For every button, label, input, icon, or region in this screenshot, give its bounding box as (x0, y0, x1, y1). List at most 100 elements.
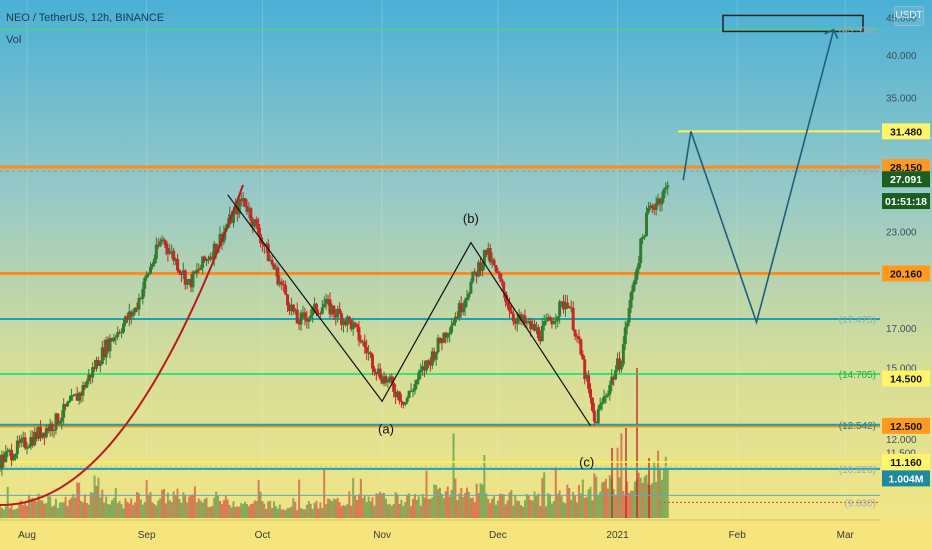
volume-bar (404, 502, 407, 518)
candle-body (62, 404, 66, 418)
candle-body (253, 219, 257, 227)
volume-bar (390, 505, 393, 518)
candle-body (280, 281, 284, 284)
candle-body (187, 279, 191, 281)
candle-body (616, 358, 620, 371)
candle-body (54, 413, 58, 431)
candle-body (639, 238, 643, 264)
candle-body (459, 303, 463, 313)
volume-bar (58, 502, 61, 518)
candle-body (118, 332, 122, 334)
candle-body (314, 303, 318, 314)
volume-bar (616, 447, 619, 518)
price-label-badge[interactable] (882, 193, 930, 210)
candle-body (106, 339, 110, 352)
candle-body (60, 417, 64, 422)
candle-body (114, 336, 118, 338)
time-axis-area[interactable] (0, 520, 932, 550)
price-label-badge[interactable] (882, 453, 930, 470)
volume-bar (141, 504, 144, 518)
price-label-badge[interactable] (882, 159, 930, 176)
price-label-badge[interactable] (882, 417, 930, 434)
volume-bar (500, 493, 503, 518)
time-axis[interactable]: Aug Sep Oct Nov Dec 2021 Feb Mar (0, 519, 932, 550)
candle-body (85, 381, 89, 388)
currency-badge[interactable]: USDT (894, 6, 924, 26)
target-box[interactable] (722, 14, 864, 33)
drawings[interactable]: (a) (b) (c) (43.339) (27.795) (17.475) (14.705… (0, 25, 876, 509)
candle-body (35, 431, 39, 439)
candle-body (135, 307, 139, 310)
volume-bar (325, 504, 328, 518)
price-label-badge[interactable] (882, 265, 930, 282)
candle-body (569, 307, 573, 309)
volume-bar (330, 501, 333, 518)
volume-bar (232, 501, 235, 518)
volume-bar (56, 508, 59, 518)
candle-body (563, 302, 567, 310)
volume-bar (323, 469, 326, 518)
volume-bar (217, 495, 220, 518)
price-label-badge[interactable] (882, 470, 930, 487)
candle-body (438, 337, 442, 343)
candle-body (515, 318, 519, 324)
volume-bar (641, 482, 644, 518)
volume-bar (47, 493, 50, 518)
candle-body (251, 220, 255, 227)
candle-body (467, 293, 471, 298)
volume-bar (631, 490, 634, 518)
volume-bar (564, 503, 567, 518)
volume-bar (184, 494, 187, 518)
price-tick-label: 12.000 (886, 435, 917, 446)
volume-bar (110, 500, 113, 518)
candle-body (562, 301, 566, 310)
level-annotation: (12.542) (839, 421, 876, 432)
candle-body (413, 384, 417, 391)
time-tick-label: Dec (489, 530, 507, 541)
wave-lines[interactable] (227, 194, 592, 427)
parabolic-curve[interactable] (0, 184, 244, 506)
candle-body (583, 359, 587, 380)
candle-body (77, 392, 81, 401)
volume-bar (116, 502, 119, 518)
candle-body (203, 256, 207, 261)
projection-path[interactable] (682, 29, 835, 325)
candle-body (656, 198, 660, 204)
candle-body (592, 410, 596, 422)
candle-body (540, 325, 544, 342)
candle-body (646, 207, 650, 213)
candle-body (581, 354, 585, 360)
candle-body (374, 372, 378, 375)
candle-body (345, 316, 349, 326)
volume-bar (199, 500, 202, 518)
candle-body (525, 322, 529, 324)
volume-bar (213, 497, 216, 518)
volume-bar (645, 474, 648, 518)
candle-body (89, 374, 93, 378)
candle-body (100, 347, 104, 364)
volume-bar (595, 476, 598, 518)
price-axis[interactable]: 45.000 40.000 35.000 23.000 17.000 15.000 12.0… (880, 0, 932, 520)
candle-body (69, 395, 73, 401)
volume-bar (263, 503, 266, 518)
wave-label: (c) (579, 455, 594, 470)
candle-body (392, 382, 396, 392)
volume-bar (429, 499, 432, 518)
candle-body (232, 211, 236, 223)
price-label-badge[interactable] (882, 370, 930, 387)
volume-bar (188, 496, 191, 518)
candle-body (596, 409, 600, 424)
candle-body (239, 199, 243, 202)
candle-body (303, 312, 307, 318)
candle-body (145, 274, 149, 278)
candle-body (600, 402, 604, 405)
price-label-badge[interactable] (882, 123, 930, 140)
volume-bar (253, 500, 256, 518)
candle-body (340, 313, 344, 325)
volume-bar (205, 497, 208, 518)
volume-bar (392, 504, 395, 518)
volume-bar (174, 494, 177, 518)
volume-bar (197, 498, 200, 518)
price-label-badge[interactable] (882, 171, 930, 188)
